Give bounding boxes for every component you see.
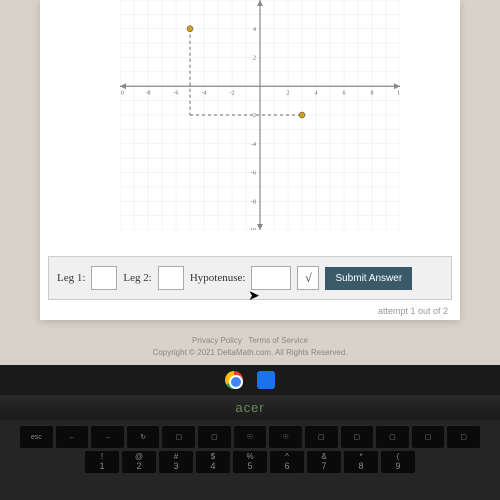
key: #3: [159, 451, 193, 473]
key: ☉: [269, 426, 302, 448]
key: (9: [381, 451, 415, 473]
key-row-2: !1@2#3$4%5^6&7*8(9: [20, 451, 480, 473]
svg-text:-6: -6: [251, 171, 256, 177]
key: *8: [344, 451, 378, 473]
key: %5: [233, 451, 267, 473]
key: $4: [196, 451, 230, 473]
key: esc: [20, 426, 53, 448]
svg-text:8: 8: [371, 90, 374, 96]
leg1-label: Leg 1:: [57, 272, 85, 284]
svg-text:6: 6: [343, 90, 346, 96]
key: ▢: [162, 426, 195, 448]
key: ☉: [234, 426, 267, 448]
brand-logo: acer: [235, 400, 264, 415]
key: ←: [56, 426, 89, 448]
key: →: [91, 426, 124, 448]
key: ▢: [198, 426, 231, 448]
chrome-icon[interactable]: [225, 371, 243, 389]
svg-text:4: 4: [253, 27, 256, 33]
leg2-input[interactable]: [158, 266, 184, 290]
files-icon[interactable]: [257, 371, 275, 389]
key: ▢: [305, 426, 338, 448]
key-row-1: esc←→↻▢▢☉☉▢▢▢▢▢: [20, 426, 480, 448]
taskbar: [0, 365, 500, 395]
svg-text:-2: -2: [251, 113, 256, 119]
sqrt-button[interactable]: √: [297, 266, 319, 290]
answer-bar: Leg 1: Leg 2: Hypotenuse: √ Submit Answe…: [48, 256, 452, 300]
svg-text:-10: -10: [248, 228, 256, 230]
key: ▢: [447, 426, 480, 448]
page-footer: Privacy Policy Terms of Service Copyrigh…: [0, 335, 500, 359]
graph-area: -10 -8 -6 -4 -2 2 4 6 8 10 -10 -8 -6 -4 -2 2 4: [40, 0, 460, 230]
key: ▢: [412, 426, 445, 448]
svg-text:2: 2: [253, 56, 256, 62]
svg-text:-4: -4: [251, 142, 256, 148]
key: ▢: [376, 426, 409, 448]
svg-text:-6: -6: [174, 90, 179, 96]
svg-text:-8: -8: [146, 90, 151, 96]
keyboard: esc←→↻▢▢☉☉▢▢▢▢▢ !1@2#3$4%5^6&7*8(9: [0, 420, 500, 500]
key: ↻: [127, 426, 160, 448]
submit-button[interactable]: Submit Answer: [325, 267, 412, 290]
svg-text:-2: -2: [230, 90, 235, 96]
key: ^6: [270, 451, 304, 473]
leg1-input[interactable]: [91, 266, 117, 290]
laptop-bezel: acer: [0, 395, 500, 420]
key: ▢: [341, 426, 374, 448]
app-window: -10 -8 -6 -4 -2 2 4 6 8 10 -10 -8 -6 -4 -2 2 4 Leg 1: Le…: [40, 0, 460, 320]
key: !1: [85, 451, 119, 473]
footer-copyright: Copyright © 2021 DeltaMath.com. All Righ…: [0, 347, 500, 359]
svg-text:-4: -4: [202, 90, 207, 96]
footer-links[interactable]: Privacy Policy Terms of Service: [0, 335, 500, 347]
key: &7: [307, 451, 341, 473]
hypotenuse-label: Hypotenuse:: [190, 272, 246, 284]
hypotenuse-input[interactable]: [251, 266, 291, 290]
svg-text:10: 10: [397, 90, 400, 96]
svg-text:2: 2: [287, 90, 290, 96]
leg2-label: Leg 2:: [123, 272, 151, 284]
svg-text:-8: -8: [251, 199, 256, 205]
svg-text:4: 4: [315, 90, 318, 96]
svg-text:-10: -10: [120, 90, 124, 96]
attempt-counter: attempt 1 out of 2: [378, 306, 448, 316]
coordinate-grid: -10 -8 -6 -4 -2 2 4 6 8 10 -10 -8 -6 -4 -2 2 4: [120, 0, 400, 230]
key: @2: [122, 451, 156, 473]
